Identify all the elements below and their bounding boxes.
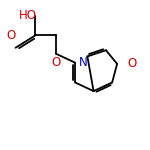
Text: O: O — [52, 56, 61, 69]
Text: O: O — [127, 57, 136, 70]
Text: O: O — [6, 29, 16, 42]
Text: HO: HO — [19, 9, 37, 22]
Text: N: N — [79, 56, 88, 69]
